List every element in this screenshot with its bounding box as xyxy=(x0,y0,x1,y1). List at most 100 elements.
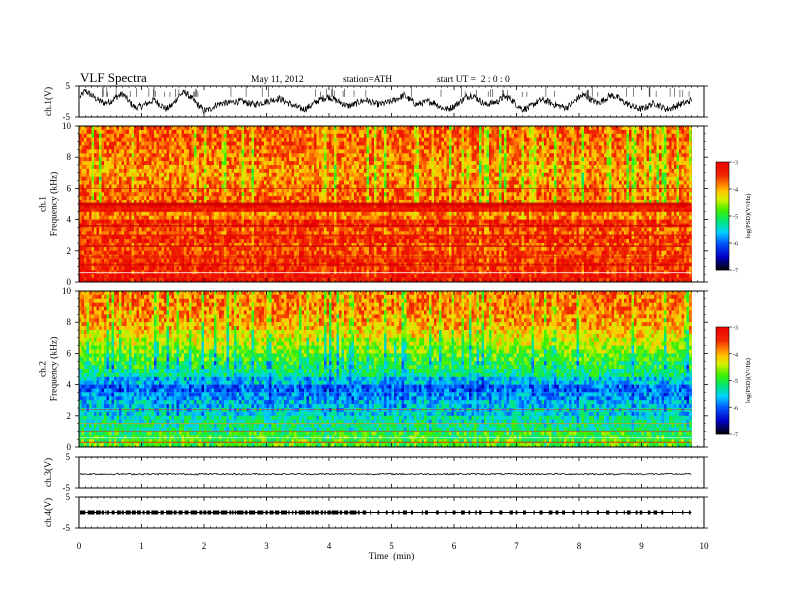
ch4-waveform-pulse xyxy=(370,510,372,515)
ch4-waveform-pulse xyxy=(146,510,150,515)
ch4-waveform-pulse xyxy=(320,510,324,515)
ch4-waveform-pulse xyxy=(311,510,314,515)
ch2-spectrogram-ytick: 2 xyxy=(67,411,72,421)
ch1-spectrogram-ytick: 6 xyxy=(67,183,72,193)
ch4-waveform-pulse xyxy=(331,510,339,515)
start-time-label: start UT = 2 : 0 : 0 xyxy=(437,75,510,85)
ch2-spectrogram-tone-line xyxy=(79,430,692,432)
ch4-waveform-pulse xyxy=(280,510,288,515)
ch4-waveform-pulse xyxy=(339,510,343,515)
ch4-waveform-pulse xyxy=(105,510,107,515)
ch4-waveform-pulse xyxy=(212,510,220,515)
ch4-waveform-pulse xyxy=(249,510,256,515)
ch4-waveform-pulse xyxy=(523,510,526,515)
ch4-waveform-pulse xyxy=(391,510,394,515)
time-axis-tick: 2 xyxy=(202,541,207,551)
ch4-waveform-pulse xyxy=(661,510,664,515)
time-axis-tick: 9 xyxy=(639,541,644,551)
ch2-spectrogram-image xyxy=(79,291,692,448)
ch1-spectrogram-panel: 0 2 4 6 8 10 ch.1Frequency (kHz) xyxy=(39,121,708,287)
ch2-spectrogram-ytick: 4 xyxy=(67,380,72,390)
ch4-waveform-pulse xyxy=(533,510,535,515)
ch4-waveform-pulse xyxy=(229,510,231,515)
ch3-waveform-ytick: 5 xyxy=(66,452,71,462)
ch1-waveform-trace xyxy=(79,88,692,114)
ch1-waveform-ytick: -5 xyxy=(63,112,71,122)
ch1-spectrogram-ytick: 8 xyxy=(67,152,72,162)
ch4-waveform-pulse xyxy=(107,510,110,515)
time-axis-tick: 4 xyxy=(327,541,332,551)
ch4-waveform-pulse xyxy=(244,510,248,515)
figure-title: VLF Spectra xyxy=(80,70,147,85)
ch4-waveform-pulse xyxy=(606,510,610,515)
ch2-spectrogram-ytick: 10 xyxy=(62,286,72,296)
ch4-waveform-pulse xyxy=(596,510,599,515)
ch2-colorbar: -3 -4 -5 -6 -7 log(PSD)(V²/Hz) xyxy=(715,326,752,439)
ch4-waveform-pulse xyxy=(377,510,380,515)
ch2-spectrogram-tone-line xyxy=(79,437,692,439)
ch2-spectrogram-ytick: 8 xyxy=(67,317,72,327)
ch1-spectrogram-tone-line xyxy=(79,234,692,236)
ch4-waveform-pulse xyxy=(324,510,326,515)
time-axis-tick: 1 xyxy=(139,541,144,551)
ch4-waveform-pulse xyxy=(479,510,482,515)
ch4-waveform-pulse xyxy=(101,510,104,515)
ch4-waveform-pulse xyxy=(626,510,631,515)
ch4-waveform-pulse xyxy=(142,510,145,515)
ch4-waveform-pulse xyxy=(555,510,559,515)
time-axis-tick: 0 xyxy=(77,541,82,551)
ch4-waveform-pulse xyxy=(178,510,183,515)
time-axis-tick: 3 xyxy=(264,541,269,551)
ch4-waveform-pulse xyxy=(586,510,589,515)
ch4-waveform-pulse xyxy=(688,510,691,515)
ch4-waveform-pulse xyxy=(184,510,189,515)
ch4-waveform-pulse xyxy=(151,510,159,515)
ch2-spectrogram-ylabel: ch.2Frequency (kHz) xyxy=(39,337,60,402)
ch2-colorbar-tick: -6 xyxy=(733,406,738,412)
ch4-waveform-pulse xyxy=(125,510,131,515)
ch4-waveform-ylabel: ch.4(V) xyxy=(43,498,54,527)
ch4-waveform-pulse xyxy=(136,510,141,515)
ch1-waveform-panel: 5 -5 ch.1(V) xyxy=(43,81,708,122)
ch1-colorbar-tick: -4 xyxy=(733,188,738,194)
ch4-waveform-pulse xyxy=(234,510,237,515)
ch4-waveform-pulse xyxy=(294,510,297,515)
ch4-waveform-pulse xyxy=(635,510,638,515)
ch1-spectrogram-tone-line xyxy=(79,272,692,274)
ch4-waveform-pulse xyxy=(639,510,643,515)
ch4-waveform-pulse xyxy=(160,510,164,515)
ch1-spectrogram-tone-line xyxy=(79,276,692,278)
ch4-waveform-pulse xyxy=(452,510,456,515)
ch3-waveform-ytick: -5 xyxy=(63,483,71,493)
ch2-colorbar-tick: -3 xyxy=(733,326,738,332)
ch4-waveform-pulse xyxy=(327,510,331,515)
ch3-waveform-frame xyxy=(78,456,705,489)
ch4-waveform-pulse xyxy=(572,510,575,515)
ch2-colorbar-tick: -7 xyxy=(733,433,738,439)
ch4-waveform-pulse xyxy=(236,510,244,515)
ch1-spectrogram-tone-line xyxy=(79,187,692,189)
ch1-spectrogram-tone-line xyxy=(79,207,692,210)
ch1-colorbar-tick: -6 xyxy=(733,242,738,248)
ch1-spectrogram-tone-line xyxy=(79,202,692,206)
ch4-waveform-pulse xyxy=(314,510,319,515)
ch4-waveform-pulse xyxy=(305,510,311,515)
ch4-waveform-pulse xyxy=(475,510,477,515)
ch4-waveform-ytick: -5 xyxy=(63,523,71,533)
ch2-spectrogram-tone-line xyxy=(79,409,692,411)
ch4-waveform-pulse xyxy=(131,510,136,515)
ch4-waveform-pulse xyxy=(548,510,553,515)
ch1-colorbar: -3 -4 -5 -6 -7 log(PSD)(V²/Hz) xyxy=(715,161,752,275)
ch4-waveform-pulse xyxy=(445,510,447,515)
ch4-waveform-pulse xyxy=(344,510,349,515)
ch3-waveform-panel: 5 -5 ch.3(V) xyxy=(43,452,708,493)
ch1-colorbar-label: log(PSD)(V²/Hz) xyxy=(745,194,752,239)
ch4-waveform-pulse xyxy=(166,510,173,515)
ch4-waveform-pulse xyxy=(671,510,674,515)
ch4-waveform-pulse xyxy=(385,510,388,515)
time-axis-tick: 8 xyxy=(577,541,582,551)
ch4-waveform-pulse xyxy=(398,510,400,515)
ch2-colorbar-tick: -4 xyxy=(733,352,738,358)
ch4-waveform-pulse xyxy=(265,510,268,515)
ch2-spectrogram-tone-line xyxy=(79,441,692,444)
